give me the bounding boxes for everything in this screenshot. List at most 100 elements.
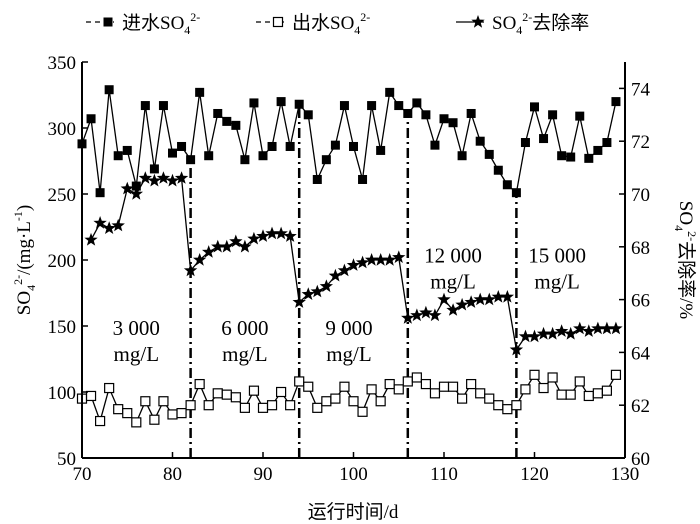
legend-item-influent-sulfate: 进水SO42- bbox=[86, 10, 200, 37]
effluent-sulfate-point bbox=[547, 372, 558, 383]
effluent-sulfate-point bbox=[194, 378, 205, 390]
removal-rate-point bbox=[328, 268, 343, 282]
removal-rate-point bbox=[346, 258, 361, 271]
influent-sulfate-point bbox=[222, 116, 232, 126]
removal-rate-point bbox=[265, 226, 279, 240]
effluent-sulfate-point bbox=[294, 376, 305, 387]
effluent-sulfate-point bbox=[556, 389, 567, 400]
concentration-unit-annotation: mg/L bbox=[534, 270, 580, 294]
legend-marker-filled-square bbox=[103, 17, 113, 27]
influent-sulfate-point bbox=[367, 101, 377, 111]
effluent-sulfate-point bbox=[185, 400, 196, 411]
y-left-tick-label: 200 bbox=[48, 251, 77, 272]
y-right-tick-label: 72 bbox=[631, 132, 650, 153]
influent-sulfate-point bbox=[394, 101, 404, 111]
influent-sulfate-point bbox=[448, 118, 458, 128]
y-left-axis-label: SO42-/(mg·L-1) bbox=[11, 205, 38, 315]
removal-rate-point bbox=[202, 245, 216, 258]
effluent-sulfate-point bbox=[321, 396, 332, 407]
y-right-tick-label: 68 bbox=[631, 238, 650, 259]
removal-rate-point bbox=[355, 255, 370, 269]
effluent-sulfate-point bbox=[85, 390, 97, 402]
removal-rate-point bbox=[600, 321, 614, 335]
influent-sulfate-point bbox=[430, 140, 440, 150]
effluent-sulfate-point bbox=[312, 402, 323, 413]
y-left-tick-label: 150 bbox=[48, 317, 77, 338]
effluent-sulfate-point bbox=[113, 404, 124, 415]
removal-rate-point bbox=[591, 321, 605, 335]
effluent-sulfate-point bbox=[212, 388, 223, 399]
y-right-tick-label: 60 bbox=[631, 449, 650, 470]
influent-sulfate-point bbox=[95, 188, 105, 198]
y-left-tick-label: 50 bbox=[57, 449, 76, 470]
influent-sulfate-point bbox=[303, 110, 313, 120]
influent-sulfate-point bbox=[385, 87, 395, 97]
removal-rate-point bbox=[500, 290, 514, 303]
y-left-tick-label: 100 bbox=[48, 383, 77, 404]
influent-sulfate-point bbox=[312, 174, 322, 184]
concentration-annotation: 9 000 bbox=[325, 316, 372, 340]
removal-rate-point bbox=[256, 229, 270, 242]
removal-rate-point bbox=[292, 295, 306, 308]
influent-sulfate-point bbox=[258, 151, 268, 161]
influent-sulfate-point bbox=[457, 151, 467, 161]
removal-rate-point bbox=[84, 232, 98, 246]
removal-rate-point bbox=[310, 284, 324, 298]
influent-sulfate-point bbox=[484, 149, 494, 159]
y-right-tick-label: 62 bbox=[631, 396, 650, 417]
effluent-sulfate-point bbox=[511, 400, 522, 411]
x-tick-label: 70 bbox=[73, 464, 92, 485]
effluent-sulfate-point bbox=[493, 400, 504, 411]
influent-sulfate-point bbox=[349, 141, 358, 151]
removal-rate-point bbox=[527, 329, 542, 343]
effluent-sulfate-point bbox=[276, 386, 287, 398]
removal-rate-point bbox=[509, 342, 524, 356]
influent-sulfate-point bbox=[475, 136, 485, 146]
removal-rate-point bbox=[319, 279, 333, 293]
influent-sulfate-point bbox=[168, 148, 177, 158]
removal-rate-point bbox=[174, 171, 189, 184]
legend-marker-star bbox=[471, 15, 485, 28]
effluent-sulfate-point bbox=[484, 393, 495, 404]
influent-sulfate-point bbox=[122, 145, 132, 155]
effluent-sulfate-point bbox=[366, 384, 377, 395]
influent-sulfate-point bbox=[376, 145, 386, 155]
effluent-sulfate-point bbox=[438, 381, 450, 392]
effluent-sulfate-point bbox=[457, 393, 468, 404]
y-right-tick-label: 64 bbox=[631, 343, 651, 364]
influent-sulfate-point bbox=[294, 99, 304, 109]
removal-rate-point bbox=[374, 253, 388, 266]
influent-sulfate-point bbox=[158, 101, 168, 111]
influent-sulfate-point bbox=[86, 114, 96, 124]
concentration-annotation: 12 000 bbox=[424, 244, 482, 268]
influent-sulfate-point bbox=[113, 151, 123, 161]
removal-rate-point bbox=[247, 231, 261, 245]
effluent-sulfate-point bbox=[574, 376, 585, 387]
removal-rate-point bbox=[536, 326, 551, 340]
removal-rate-point bbox=[401, 311, 415, 324]
effluent-sulfate-point bbox=[402, 376, 413, 387]
effluent-sulfate-point bbox=[601, 385, 613, 396]
removal-rate-point bbox=[419, 305, 433, 319]
y-left-tick-label: 350 bbox=[48, 53, 77, 74]
influent-sulfate-point bbox=[466, 108, 476, 118]
y-left-tick-label: 300 bbox=[48, 119, 77, 140]
removal-rate-point bbox=[392, 250, 406, 263]
influent-sulfate-point bbox=[539, 134, 549, 144]
removal-rate-point bbox=[337, 263, 352, 277]
influent-sulfate-line bbox=[81, 89, 617, 194]
concentration-unit-annotation: mg/L bbox=[326, 342, 372, 366]
effluent-sulfate-point bbox=[610, 369, 622, 380]
influent-sulfate-point bbox=[149, 164, 159, 174]
removal-rate-point bbox=[238, 239, 252, 253]
effluent-sulfate-point bbox=[203, 400, 214, 411]
influent-sulfate-point bbox=[204, 151, 214, 161]
removal-rate-point bbox=[183, 263, 198, 277]
influent-sulfate-point bbox=[240, 155, 250, 165]
influent-sulfate-point bbox=[276, 97, 286, 107]
influent-sulfate-point bbox=[285, 141, 295, 151]
legend: 进水SO42- 出水SO42- SO42-去除率 bbox=[86, 10, 589, 37]
effluent-sulfate-point bbox=[411, 372, 422, 383]
